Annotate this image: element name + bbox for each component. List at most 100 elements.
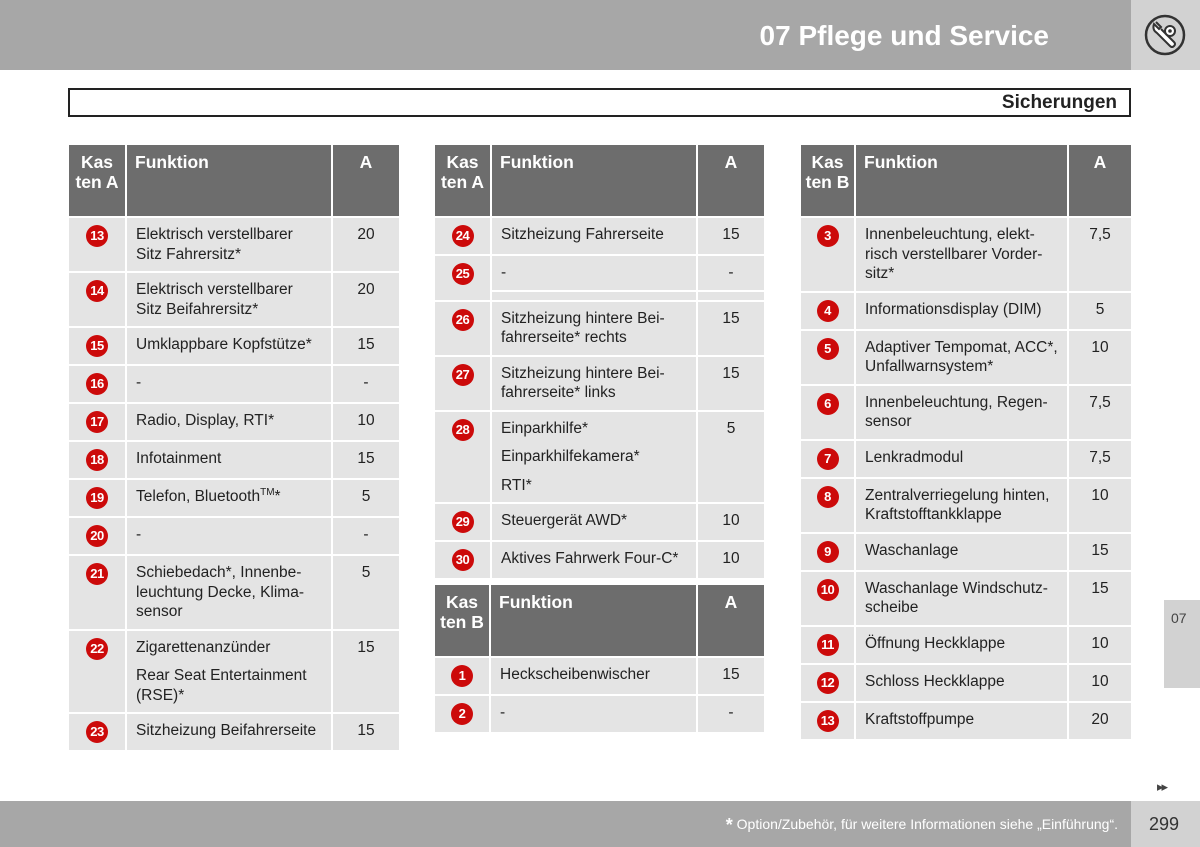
fuse-number-badge: 27	[451, 363, 474, 386]
fuse-function: Lenkradmodul	[856, 440, 1069, 479]
fuse-number-badge: 20	[86, 525, 108, 547]
fuse-ampere: 15	[1069, 571, 1131, 627]
table-row-spacer	[435, 291, 764, 302]
fuse-function: -	[127, 366, 333, 404]
trademark-sup: TM	[260, 487, 275, 498]
header-funktion: Funktion	[127, 145, 333, 218]
fuse-ampere: 15	[333, 328, 399, 366]
fuse-number-badge: 21	[86, 563, 108, 585]
table-row: 7 Lenkradmodul 7,5	[801, 440, 1131, 479]
fuse-number-badge: 4	[816, 299, 839, 322]
fuse-number-badge: 6	[816, 392, 839, 415]
header-kasten: Kas ten B	[435, 585, 491, 658]
fuse-function: Heckscheibenwischer	[491, 658, 698, 696]
page-number-box: 299	[1131, 801, 1200, 847]
fuse-ampere: -	[698, 256, 764, 292]
section-title: Sicherungen	[1001, 92, 1117, 113]
fuse-number-badge: 18	[86, 449, 108, 471]
fuse-ampere: 7,5	[1069, 440, 1131, 479]
header-bar: 07 Pflege und Service	[0, 0, 1131, 70]
fuse-function: Schiebedach*, Innenbe-leuchtung Decke, K…	[127, 556, 333, 631]
option-star: *	[274, 488, 281, 505]
table-row: 12 Schloss Heckklappe 10	[801, 664, 1131, 703]
fuse-table-box-a-1: Kas ten A Funktion A 13 Elektrisch verst…	[69, 145, 399, 752]
fuse-function: Innenbeleuchtung, elekt-risch verstellba…	[856, 218, 1069, 293]
table-row: 2 - -	[435, 696, 764, 734]
fuse-function: Infotainment	[127, 442, 333, 480]
fuse-function: -	[492, 256, 698, 292]
fuse-function: -	[127, 518, 333, 556]
footer-bar: * Option/Zubehör, für weitere Informatio…	[0, 801, 1131, 847]
fuse-number-badge: 10	[816, 578, 839, 601]
fuse-ampere: 15	[1069, 533, 1131, 572]
fuse-table-box-b-2: Kas ten B Funktion A 3 Innenbeleuchtung,…	[801, 145, 1131, 741]
fuse-ampere: 10	[1069, 330, 1131, 386]
fuse-function: Zentralverriegelung hinten, Kraftstoffta…	[856, 478, 1069, 534]
fuse-function: Sitzheizung Fahrerseite	[492, 218, 698, 256]
fuse-number-badge: 28	[451, 418, 474, 441]
fuse-ampere: 5	[1069, 292, 1131, 331]
footnote: * Option/Zubehör, für weitere Informatio…	[726, 815, 1118, 836]
fuse-ampere: 20	[333, 273, 399, 328]
chapter-title: 07 Pflege und Service	[759, 20, 1049, 51]
fuse-number-badge: 1	[451, 665, 473, 687]
table-row: 11 Öffnung Heckklappe 10	[801, 626, 1131, 665]
fuse-number-badge: 19	[86, 487, 108, 509]
table-row: 30 Aktives Fahrwerk Four-C* 10	[435, 542, 764, 580]
table-row: 9 Waschanlage 15	[801, 533, 1131, 572]
fuse-number-badge: 24	[451, 225, 474, 247]
table-row: 28 Einparkhilfe* Einparkhilfekamera* RTI* …	[435, 411, 764, 504]
table-row: 20 - -	[69, 518, 399, 556]
footnote-star: *	[725, 815, 733, 835]
table-row: 10 Waschanlage Windschutz-scheibe 15	[801, 571, 1131, 627]
header-kasten: Kas ten A	[69, 145, 127, 218]
table-row: 4 Informationsdisplay (DIM) 5	[801, 292, 1131, 331]
table-row: 3 Innenbeleuchtung, elekt-risch verstell…	[801, 218, 1131, 293]
table-row: 26 Sitzheizung hintere Bei-fahrerseite* …	[435, 301, 764, 357]
table-row: 25 - -	[435, 256, 764, 302]
fuse-function: Adaptiver Tempomat, ACC*, Unfallwarnsyst…	[856, 330, 1069, 386]
fuse-ampere: 10	[1069, 664, 1131, 703]
table-row: 19 Telefon, BluetoothTM* 5	[69, 480, 399, 518]
fuse-function: Zigarettenanzünder Rear Seat Entertainmen…	[127, 630, 333, 714]
fuse-ampere: 5	[698, 411, 764, 504]
fuse-function: Sitzheizung hintere Bei-fahrerseite* rec…	[492, 301, 698, 357]
table-row: 15 Umklappbare Kopfstütze* 15	[69, 328, 399, 366]
table-row: 1 Heckscheibenwischer 15	[435, 658, 764, 696]
fuse-ampere: 10	[698, 504, 764, 542]
footnote-text: Option/Zubehör, für weitere Informatione…	[732, 816, 1118, 832]
fuse-function: Radio, Display, RTI*	[127, 404, 333, 442]
fuse-number-badge: 25	[451, 263, 474, 285]
fuse-table-box-a-2: Kas ten A Funktion A 24 Sitzheizung Fahr…	[435, 145, 764, 580]
table-row: 22 Zigarettenanzünder Rear Seat Entertain…	[69, 630, 399, 714]
fuse-function: Waschanlage	[856, 533, 1069, 572]
fuse-ampere: 20	[1069, 702, 1131, 741]
fuse-number-badge: 9	[816, 540, 839, 563]
fuse-ampere: -	[333, 366, 399, 404]
wrench-gear-icon	[1144, 14, 1186, 56]
fuse-number-badge: 17	[86, 411, 108, 433]
fuse-ampere: 10	[1069, 626, 1131, 665]
fuse-ampere: 10	[1069, 478, 1131, 534]
fuse-ampere: 5	[333, 556, 399, 631]
continue-arrows-icon: ▸▸	[1157, 779, 1168, 794]
fuse-ampere: 10	[698, 542, 764, 580]
fuse-ampere: -	[698, 696, 764, 734]
fuse-ampere: 15	[698, 301, 764, 357]
table-row: 5 Adaptiver Tempomat, ACC*, Unfallwarnsy…	[801, 330, 1131, 386]
fuse-number-badge: 14	[86, 280, 108, 302]
fuse-function-line: Zigarettenanzünder	[136, 638, 271, 656]
fuse-ampere: 15	[698, 356, 764, 412]
fuse-number-badge: 30	[451, 549, 474, 571]
table-row: 16 - -	[69, 366, 399, 404]
header-ampere: A	[698, 585, 764, 658]
fuse-number-badge: 11	[816, 633, 839, 656]
chapter-icon-box	[1131, 0, 1200, 70]
fuse-ampere: 15	[333, 442, 399, 480]
table-row: 18 Infotainment 15	[69, 442, 399, 480]
table-row: 29 Steuergerät AWD* 10	[435, 504, 764, 542]
fuse-number-badge: 7	[816, 447, 839, 470]
fuse-ampere: 15	[333, 630, 399, 714]
fuse-number-badge: 3	[816, 225, 839, 247]
fuse-ampere: 20	[333, 218, 399, 273]
